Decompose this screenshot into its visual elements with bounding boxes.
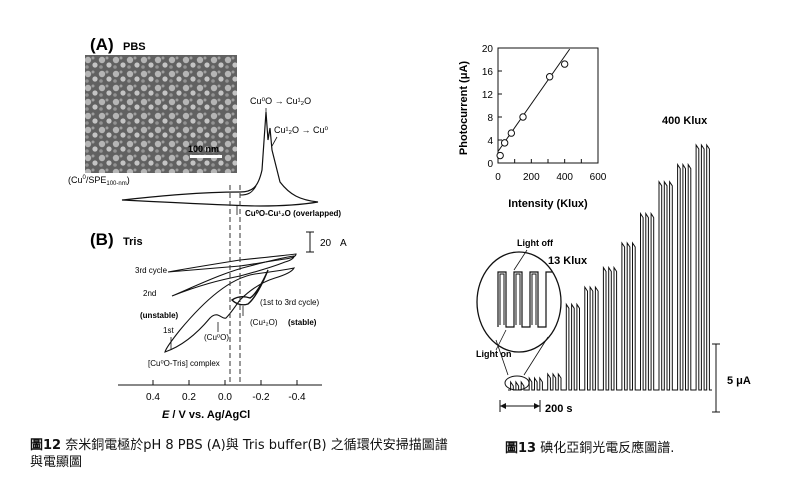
ann-13klux: 13 Klux [548,255,588,267]
y-tick-label: 4 [487,136,493,147]
x-tick-label: 200 [523,172,540,183]
scale-unit: A [340,238,347,249]
fig12-caption: 圖12 奈米銅電極於pH 8 PBS (A)與 Tris buffer(B) 之… [30,437,450,471]
data-points [496,60,569,160]
ann-1st: 1st [163,326,174,335]
scale-time: 200 s [545,403,573,415]
fit-line [497,48,571,152]
x-tick-label: 0 [495,172,501,183]
zoom-source-ellipse [504,375,530,391]
x-tick-label: 0.2 [182,392,196,403]
y-tick-label: 20 [482,44,494,55]
cv-curve-tris-3rd [167,253,297,273]
x-ticks: 0 200 400 600 [495,159,607,183]
zoom-square-wave [497,271,552,328]
ann-complex: [Cu⁰O-Tris] complex [148,359,220,368]
x-ticks: 0.4 0.2 0.0 -0.2 -0.4 [146,380,306,403]
ann-3rd: 3rd cycle [135,266,168,275]
ann-unstable: (unstable) [140,311,179,320]
x-axis-label: E / V vs. Ag/AgCl [162,409,250,421]
fig13-caption-number: 圖13 [505,441,537,456]
cv-curve-pbs-inner [239,185,257,196]
ann-1to3: (1st to 3rd cycle) [260,298,319,307]
fig13-caption: 圖13 碘化亞銅光電反應圖譜. [505,440,795,457]
data-point [519,113,527,121]
x-tick-label: 0.4 [146,392,160,403]
cv-curve-pbs [121,111,319,207]
data-point [500,139,509,147]
fig12-caption-text: 奈米銅電極於pH 8 PBS (A)與 Tris buffer(B) 之循環伏安… [30,438,448,470]
zoom-circle [476,251,562,353]
panel-a-label: (A) [90,35,114,54]
scale-current: 5 μA [727,375,751,387]
data-point [507,129,516,137]
ann-light-off: Light off [517,238,554,248]
fig13-caption-text: 碘化亞銅光電反應圖譜. [536,441,675,456]
sem-image: 100 nm [85,55,237,173]
x-tick-label: 0.0 [218,392,232,403]
ann-light-on: Light on [476,349,512,359]
ann-400klux: 400 Klux [662,115,708,127]
cv-curve-tris-stable [230,269,269,306]
panel-b-buffer: Tris [123,236,143,248]
panel-a-buffer: PBS [123,41,146,53]
ann-cu2o: (Cu¹₂O) [250,318,278,327]
fig13-photocurrent-trace: 400 Klux Light off 13 Klux Light on 5 μA… [476,115,751,415]
cv-curve-tris-1st [164,267,296,353]
photocurrent-trace [508,143,712,391]
y-tick-label: 8 [487,113,493,124]
data-point [545,73,554,81]
x-tick-label: 600 [590,172,607,183]
y-ticks: 0 4 8 12 16 20 [482,44,502,170]
ann-cu1-to-cu0: Cu¹₂O → Cu⁰ [274,125,329,135]
sem-caption: (Cu0/SPE100-nm) [68,175,130,187]
cv-curve-tris-2nd [171,255,295,297]
sem-scalebar-label: 100 nm [188,144,219,154]
ann-2nd: 2nd [143,289,156,298]
x-tick-label: -0.4 [288,392,306,403]
ann-stable: (stable) [288,318,317,327]
ann-cu0-to-cu1: Cu⁰O → Cu¹₂O [250,96,311,106]
plot-frame [497,47,599,164]
fig12-cv-chart: (A) PBS 100 nm (Cu0/SPE100-nm) Cu⁰O → Cu… [68,35,347,421]
panel-b-label: (B) [90,230,114,249]
x-tick-label: -0.2 [252,392,270,403]
y-axis-label: Photocurrent (μA) [458,61,470,155]
y-tick-label: 0 [487,159,493,170]
data-point [560,60,569,68]
x-axis-label: Intensity (Klux) [508,198,588,210]
fig12-caption-number: 圖12 [30,438,62,453]
fig13-calibration-chart: 0 4 8 12 16 20 0 200 400 600 Photocurrent (μA) I… [458,44,607,210]
x-tick-label: 400 [556,172,573,183]
scale-value: 20 [320,238,332,249]
data-point [496,151,504,160]
y-tick-label: 16 [482,67,494,78]
y-tick-label: 12 [482,90,494,101]
ann-cu0o: (Cu⁰O) [204,333,229,342]
ann-overlapped: Cu⁰O-Cu¹₂O (overlapped) [245,209,341,218]
